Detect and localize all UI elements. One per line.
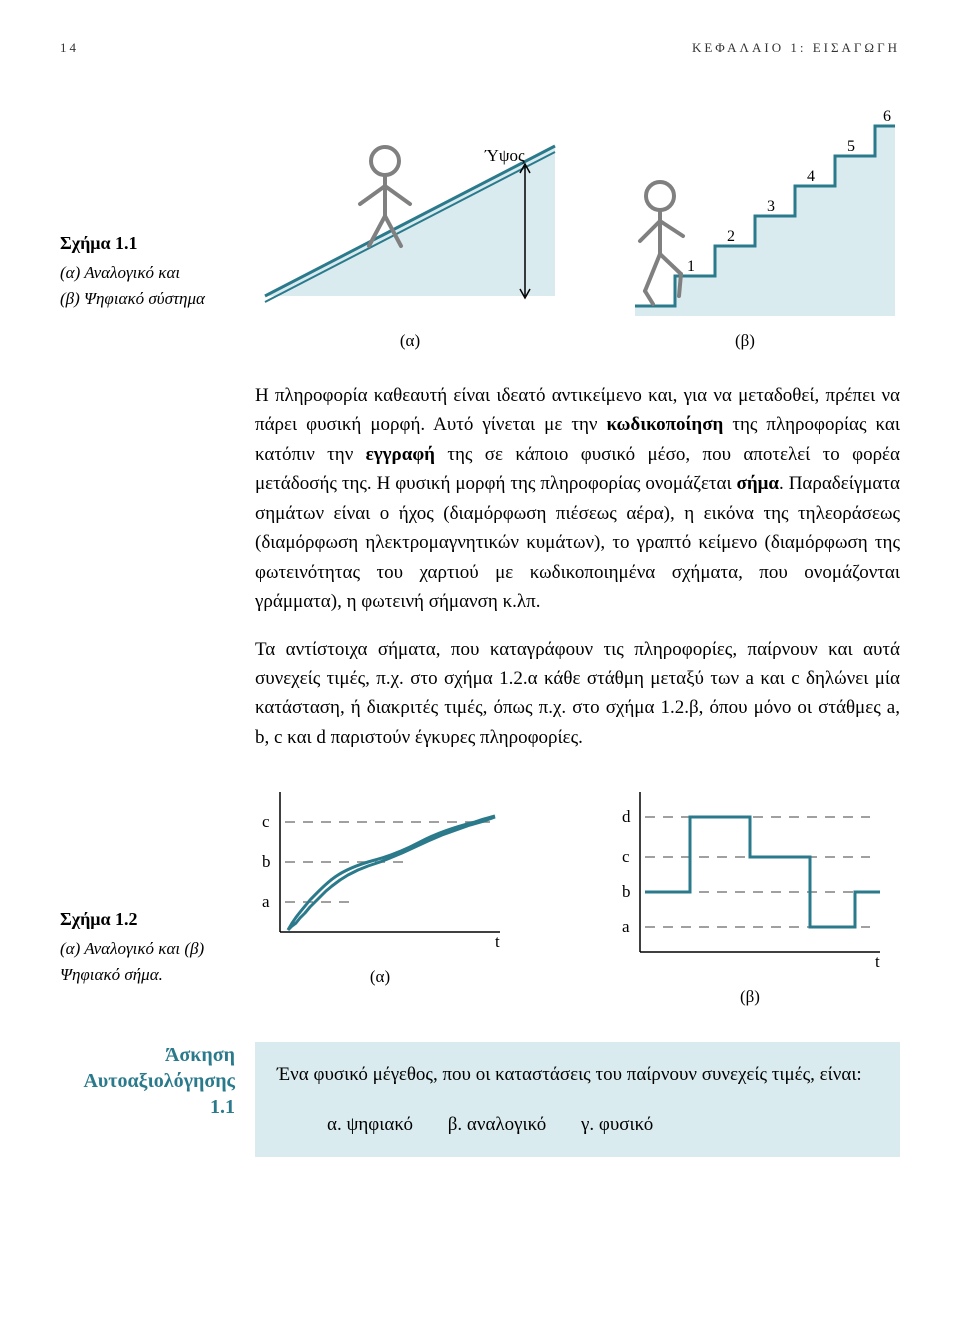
digital-svg: d c b a t (600, 782, 900, 972)
svg-text:c: c (622, 847, 630, 866)
svg-text:b: b (262, 852, 271, 871)
stairs-diagram: 1 2 3 4 5 6 (595, 86, 895, 351)
figure-2-title: Σχήμα 1.2 (60, 909, 220, 930)
height-label: Ύψος (484, 146, 525, 165)
ramp-diagram: Ύψος (α) (255, 106, 565, 351)
svg-text:b: b (622, 882, 631, 901)
svg-text:c: c (262, 812, 270, 831)
svg-text:1: 1 (687, 258, 695, 275)
page-header: 14 ΚΕΦΑΛΑΙΟ 1: ΕΙΣΑΓΩΓΗ (60, 40, 900, 56)
option-c: γ. φυσικό (581, 1114, 653, 1135)
digital-sublabel: (β) (600, 987, 900, 1007)
exercise-prompt: Ένα φυσικό μέγεθος, που οι καταστάσεις τ… (277, 1060, 878, 1089)
analog-sublabel: (α) (240, 967, 520, 987)
ramp-svg: Ύψος (255, 106, 565, 316)
exercise-label: Άσκηση Αυτοαξιολόγησης 1.1 (60, 1042, 235, 1120)
svg-text:d: d (622, 807, 631, 826)
digital-chart: d c b a t (β) (600, 782, 900, 1007)
paragraph-1: Η πληροφορία καθεαυτή είναι ιδεατό αντικ… (255, 381, 900, 617)
chapter-title: ΚΕΦΑΛΑΙΟ 1: ΕΙΣΑΓΩΓΗ (692, 40, 900, 56)
page-number: 14 (60, 40, 79, 56)
analog-svg: c b a t (240, 782, 520, 952)
svg-text:2: 2 (727, 228, 735, 245)
svg-text:5: 5 (847, 138, 855, 155)
svg-text:t: t (495, 932, 500, 951)
exercise-options: α. ψηφιακό β. αναλογικό γ. φυσικό (277, 1110, 878, 1139)
exercise-box: Ένα φυσικό μέγεθος, που οι καταστάσεις τ… (255, 1042, 900, 1157)
svg-text:t: t (875, 952, 880, 971)
figure-1-sub-b: (β) Ψηφιακό σύστημα (60, 286, 235, 312)
option-b: β. αναλογικό (448, 1114, 547, 1135)
figure-1-sub-a: (α) Αναλογικό και (60, 260, 235, 286)
option-a: α. ψηφιακό (327, 1114, 413, 1135)
figure-2-caption: Σχήμα 1.2 (α) Αναλογικό και (β) Ψηφιακό … (60, 909, 240, 1007)
svg-text:3: 3 (767, 198, 775, 215)
ramp-sublabel: (α) (255, 331, 565, 351)
figure-2-sub: (α) Αναλογικό και (β) Ψηφιακό σήμα. (60, 936, 220, 987)
figure-1-caption: Σχήμα 1.1 (α) Αναλογικό και (β) Ψηφιακό … (60, 233, 255, 351)
figure-1-title: Σχήμα 1.1 (60, 233, 235, 254)
svg-text:6: 6 (883, 108, 891, 125)
svg-text:a: a (622, 917, 630, 936)
stairs-sublabel: (β) (595, 331, 895, 351)
analog-chart: c b a t (α) (240, 782, 520, 1007)
body-text: Η πληροφορία καθεαυτή είναι ιδεατό αντικ… (255, 381, 900, 752)
figure-2-row: Σχήμα 1.2 (α) Αναλογικό και (β) Ψηφιακό … (60, 782, 900, 1007)
svg-text:a: a (262, 892, 270, 911)
paragraph-2: Τα αντίστοιχα σήματα, που καταγράφουν τι… (255, 635, 900, 753)
svg-text:4: 4 (807, 168, 815, 185)
exercise-row: Άσκηση Αυτοαξιολόγησης 1.1 Ένα φυσικό μέ… (60, 1042, 900, 1157)
stairs-svg: 1 2 3 4 5 6 (595, 86, 895, 316)
figure-1-row: Σχήμα 1.1 (α) Αναλογικό και (β) Ψηφιακό … (60, 86, 900, 351)
